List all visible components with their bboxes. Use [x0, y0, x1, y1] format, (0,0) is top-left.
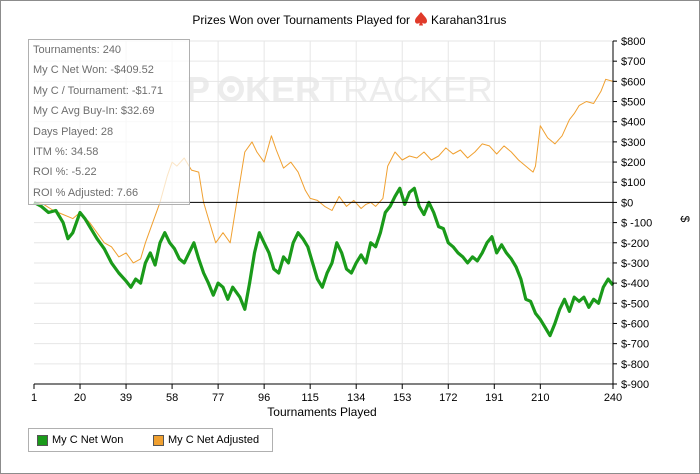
x-axis-ticks: 1 20 39 58 77 96 115 134 153 172 191 210 240 [31, 384, 622, 404]
x-tick-label: 77 [212, 392, 224, 404]
stat-itm: ITM %: 34.58 [33, 145, 99, 158]
y-axis-ticks: $800 $700 $600 $500 $400 $300 $200 $100 $0 $ -100… [613, 36, 652, 391]
y-tick-label: $500 [621, 97, 645, 109]
x-tick-label: 20 [74, 392, 86, 404]
watermark-text-b: KER [245, 69, 321, 110]
x-tick-label: 39 [120, 392, 132, 404]
stat-roi: ROI %: -5.22 [33, 166, 97, 179]
stat-roi-adjusted: ROI % Adjusted: 7.66 [33, 186, 139, 199]
y-tick-label: $200 [621, 157, 645, 169]
y-tick-label: $-800 [621, 359, 649, 371]
stat-days-played: Days Played: 28 [33, 125, 114, 138]
series-net-adjusted [33, 78, 614, 264]
x-tick-label: 1 [31, 392, 37, 404]
watermark-text-a: P [186, 69, 210, 110]
y-tick-label: $-300 [621, 258, 649, 270]
legend-swatch-net-won [37, 434, 48, 446]
series-net-won [33, 186, 615, 338]
x-tick-label: 96 [258, 392, 270, 404]
y-axis-label: $ [678, 216, 692, 223]
watermark: P KER TRACKER [186, 69, 493, 110]
y-tick-label: $600 [621, 76, 645, 88]
chart-title: Prizes Won over Tournaments Played for [192, 13, 410, 27]
stat-tournaments: Tournaments: 240 [33, 44, 122, 56]
y-tick-label: $300 [621, 137, 645, 149]
stats-panel: Tournaments: 240 My C Net Won: -$409.52 … [28, 39, 190, 205]
x-tick-label: 240 [604, 392, 622, 404]
legend-label-net-adjusted: My C Net Adjusted [168, 434, 260, 446]
x-tick-label: 58 [166, 392, 178, 404]
y-tick-label: $ -100 [621, 218, 652, 230]
legend-swatch-net-adjusted [153, 434, 164, 446]
x-tick-label: 210 [531, 392, 549, 404]
y-tick-label: $-500 [621, 298, 649, 310]
y-tick-label: $-700 [621, 339, 649, 351]
legend-item-net-adjusted[interactable]: My C Net Adjusted [153, 434, 259, 446]
stat-net-won: My C Net Won: -$409.52 [33, 64, 154, 77]
legend: My C Net Won My C Net Adjusted [28, 428, 273, 452]
x-tick-label: 191 [485, 392, 503, 404]
x-tick-label: 134 [347, 392, 365, 404]
y-tick-label: $-400 [621, 278, 649, 290]
stat-per-tournament: My C / Tournament: -$1.71 [33, 84, 164, 97]
plot-series [33, 78, 615, 338]
legend-item-net-won[interactable]: My C Net Won [37, 434, 123, 446]
legend-label-net-won: My C Net Won [52, 434, 124, 446]
y-tick-label: $800 [621, 36, 645, 48]
y-tick-label: $-200 [621, 238, 649, 250]
y-tick-label: $0 [621, 197, 633, 209]
x-tick-label: 172 [439, 392, 457, 404]
y-tick-label: $-600 [621, 318, 649, 330]
x-axis-label: Tournaments Played [267, 405, 376, 419]
watermark-text-c: TRACKER [321, 69, 493, 110]
spade-icon [415, 12, 427, 26]
x-tick-label: 153 [393, 392, 411, 404]
y-tick-label: $700 [621, 56, 645, 68]
y-tick-label: $100 [621, 177, 645, 189]
x-tick-label: 115 [301, 392, 319, 404]
stat-avg-buyin: My C Avg Buy-In: $32.69 [33, 105, 155, 118]
poker-chip-icon [218, 76, 244, 102]
player-name: Karahan31rus [431, 13, 506, 27]
y-tick-label: $400 [621, 117, 645, 129]
y-tick-label: $-900 [621, 379, 649, 391]
